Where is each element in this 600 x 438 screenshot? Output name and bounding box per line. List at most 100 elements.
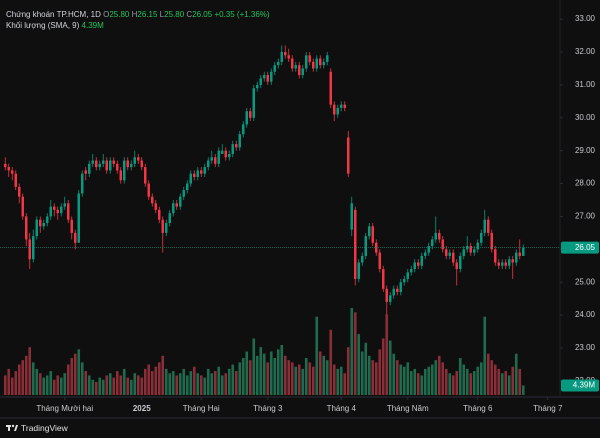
- low: 25.80: [164, 10, 185, 19]
- candle-body: [165, 223, 168, 233]
- volume-bar: [392, 353, 396, 395]
- candle-body: [179, 196, 182, 207]
- candle-body: [203, 167, 206, 174]
- candle-body: [39, 219, 42, 227]
- candle-body: [4, 163, 7, 168]
- candle-body: [347, 137, 350, 174]
- y-tick-label: 29.00: [575, 146, 596, 155]
- volume-bar: [434, 360, 438, 395]
- volume-bar: [161, 355, 165, 395]
- volume-bar: [108, 373, 112, 395]
- volume-bar: [346, 347, 350, 395]
- candle-body: [277, 61, 280, 66]
- volume-bar: [413, 368, 417, 395]
- candle-body: [343, 104, 346, 108]
- candle-body: [294, 65, 297, 69]
- candle-body: [119, 170, 122, 181]
- candle-body: [441, 239, 444, 250]
- candle-body: [490, 232, 493, 250]
- candle-body: [168, 213, 171, 224]
- x-tick-label: Tháng Mười hai: [36, 404, 93, 413]
- candle-body: [522, 247, 525, 256]
- volume-bar: [101, 379, 105, 395]
- volume-bar: [150, 371, 154, 395]
- volume-bar: [343, 373, 347, 395]
- volume-bar: [287, 360, 291, 395]
- volume-bar: [465, 368, 469, 395]
- candle-body: [256, 84, 259, 89]
- candle-body: [431, 239, 434, 247]
- volume-bar: [469, 373, 473, 395]
- x-tick-label: Tháng 3: [253, 404, 283, 413]
- candle-body: [259, 78, 262, 85]
- volume-bar: [220, 375, 224, 395]
- volume-bar: [329, 329, 333, 395]
- volume-bar: [199, 375, 203, 395]
- low-key: L: [159, 10, 165, 19]
- candle-body: [263, 75, 266, 79]
- candle-body: [238, 134, 241, 148]
- candle-body: [336, 107, 339, 115]
- candle-body: [214, 157, 217, 164]
- volume-bar: [437, 355, 441, 395]
- candle-body: [56, 209, 59, 214]
- volume-bar: [269, 351, 273, 395]
- candle-body: [18, 186, 21, 197]
- open-key: O: [103, 10, 110, 19]
- volume-bar: [441, 362, 445, 395]
- volume-bar: [511, 366, 515, 395]
- x-tick-label: 2025: [133, 404, 151, 413]
- candle-body: [434, 232, 437, 240]
- volume-bar: [66, 364, 70, 395]
- candle-body: [273, 65, 276, 72]
- candle-body: [81, 173, 84, 194]
- candle-body: [301, 68, 304, 76]
- candle-body: [287, 55, 290, 59]
- volume-bar: [164, 368, 168, 395]
- candle-body: [403, 278, 406, 283]
- volume-bar: [24, 355, 28, 395]
- candle-body: [228, 153, 231, 158]
- volume-bar: [514, 353, 518, 395]
- volume-bar: [497, 368, 501, 395]
- volume-bar: [490, 360, 494, 395]
- volume-bar: [59, 377, 63, 395]
- candle-body: [116, 163, 119, 171]
- candle-body: [266, 75, 269, 82]
- candle-body: [469, 246, 472, 253]
- volume-bar: [178, 373, 182, 395]
- volume-bar: [283, 355, 287, 395]
- candle-body: [53, 206, 56, 210]
- volume-bar: [423, 368, 427, 395]
- candle-body: [245, 111, 248, 125]
- volume-bar: [350, 308, 354, 395]
- volume-bar: [122, 368, 126, 395]
- symbol: Chứng khoán TP.HCM, 1D: [6, 10, 101, 19]
- y-tick-label: 32.00: [575, 47, 596, 56]
- volume-bar: [87, 375, 91, 395]
- volume-bar: [486, 353, 490, 395]
- volume-bar: [322, 355, 326, 395]
- candle-body: [424, 252, 427, 256]
- volume-bar: [189, 371, 193, 395]
- volume-bar: [126, 377, 130, 395]
- candle-body: [459, 255, 462, 270]
- last-price-tag: [561, 241, 599, 254]
- candle-body: [77, 193, 80, 243]
- candle-body: [326, 55, 329, 62]
- candle-body: [315, 58, 318, 69]
- candle-body: [308, 55, 311, 62]
- volume-bar: [38, 373, 42, 395]
- candle-body: [126, 160, 129, 168]
- candle-body: [410, 269, 413, 273]
- candle-body: [448, 252, 451, 256]
- volume-bar: [336, 368, 340, 395]
- volume-bar: [175, 375, 179, 395]
- candle-body: [144, 167, 147, 184]
- volume-bar: [94, 381, 98, 395]
- volume-bar: [290, 362, 294, 395]
- volume-bar: [266, 362, 270, 395]
- candle-body: [95, 160, 98, 168]
- volume-bar: [483, 316, 487, 395]
- volume-bar: [224, 373, 228, 395]
